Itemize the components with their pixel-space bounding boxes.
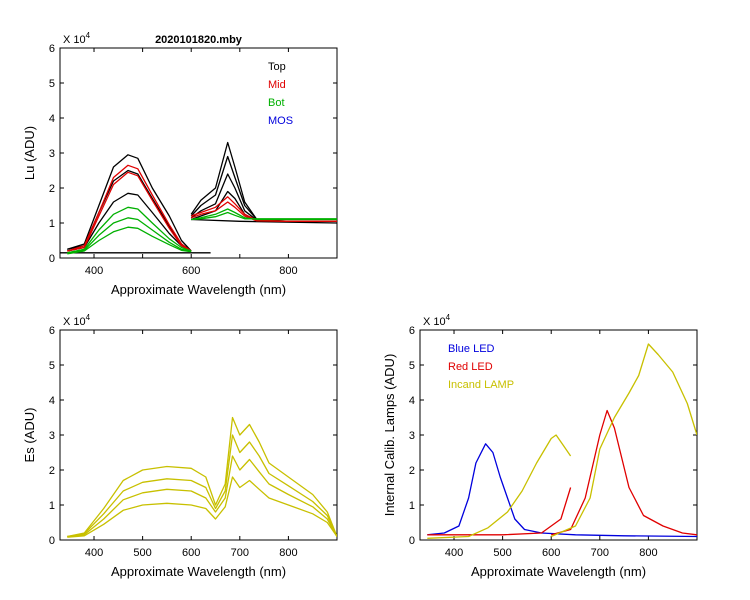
- y-tick-label: 0: [49, 253, 55, 265]
- y-tick-label: 2: [49, 183, 55, 195]
- series-line-es: [67, 416, 337, 538]
- series-line-bot: [191, 211, 337, 221]
- series-line-top: [190, 173, 337, 222]
- y-tick-label: 1: [409, 500, 415, 512]
- series-line-es: [67, 476, 337, 538]
- series-line-red-led: [551, 409, 697, 536]
- x-tick-label: 600: [182, 265, 200, 277]
- x-tick-label: 500: [493, 547, 511, 559]
- y-tick-label: 4: [49, 395, 55, 407]
- x-tick-label: 500: [133, 547, 151, 559]
- y-tick-label: 6: [49, 43, 55, 55]
- series-line-bot: [191, 208, 337, 221]
- series-line-bot: [67, 226, 192, 255]
- y-tick-label: 5: [49, 360, 55, 372]
- series-line-top: [190, 141, 337, 222]
- y-multiplier-label: X 104: [63, 313, 91, 328]
- y-multiplier-exponent: 4: [86, 313, 91, 322]
- x-tick-label: 400: [85, 547, 103, 559]
- legend-entry-mos: MOS: [268, 115, 293, 127]
- series-group: [67, 416, 337, 538]
- y-multiplier-exponent: 4: [86, 31, 91, 40]
- y-tick-label: 3: [49, 430, 55, 442]
- series-line-blue-led: [427, 443, 697, 538]
- y-multiplier-exponent: 4: [446, 313, 451, 322]
- y-tick-label: 6: [409, 325, 415, 337]
- chart-lu: 0 1 2 3 4 5 6 400 600 800 X 104 2020101820.mby Appro…: [22, 31, 338, 297]
- legend-entry-blue-led: Blue LED: [448, 343, 495, 355]
- legend-entry-top: Top: [268, 61, 286, 73]
- x-tick-label: 800: [639, 547, 657, 559]
- chart-title: 2020101820.mby: [155, 34, 243, 46]
- series-line-mid: [67, 164, 192, 252]
- series-line-mid: [67, 171, 192, 252]
- x-tick-label: 400: [85, 265, 103, 277]
- x-tick-label: 600: [542, 547, 560, 559]
- y-tick-label: 3: [409, 430, 415, 442]
- legend-entry-mid: Mid: [268, 79, 286, 91]
- series-line-bot: [67, 217, 192, 254]
- y-tick-label: 0: [49, 535, 55, 547]
- x-axis-label: Approximate Wavelength (nm): [111, 564, 286, 579]
- series-line-top: [191, 218, 337, 224]
- series-line-bot: [67, 206, 192, 254]
- series-group: [60, 141, 337, 255]
- y-axis-label: Lu (ADU): [22, 126, 37, 180]
- y-tick-label: 4: [409, 395, 415, 407]
- series-line-top: [67, 192, 192, 252]
- plot-frame: [59, 329, 338, 541]
- series-line-incand-lamp: [550, 343, 697, 538]
- legend-entry-bot: Bot: [268, 97, 285, 109]
- x-axis-label: Approximate Wavelength (nm): [471, 564, 646, 579]
- legend-entry-incand-lamp: Incand LAMP: [448, 379, 514, 391]
- series-line-mid: [190, 201, 337, 222]
- y-tick-label: 0: [409, 535, 415, 547]
- x-axis-label: Approximate Wavelength (nm): [111, 282, 286, 297]
- y-tick-label: 2: [49, 465, 55, 477]
- series-group: [427, 343, 697, 539]
- y-tick-label: 3: [49, 148, 55, 160]
- y-tick-label: 2: [409, 465, 415, 477]
- series-line-red-led: [427, 487, 572, 536]
- series-line-top: [67, 154, 192, 252]
- chart-es: 0 1 2 3 4 5 6 400 500 600 700 800 X 104 Approximate W…: [22, 313, 338, 579]
- y-multiplier-label: X 104: [423, 313, 451, 328]
- x-tick-label: 800: [279, 547, 297, 559]
- y-tick-label: 6: [49, 325, 55, 337]
- x-tick-label: 800: [279, 265, 297, 277]
- series-line-incand-lamp: [427, 434, 572, 539]
- y-multiplier-label: X 104: [63, 31, 91, 46]
- y-tick-label: 5: [49, 78, 55, 90]
- series-line-es: [67, 455, 337, 538]
- y-axis-label: Es (ADU): [22, 408, 37, 463]
- legend-entry-red-led: Red LED: [448, 361, 493, 373]
- x-tick-label: 600: [182, 547, 200, 559]
- y-tick-label: 1: [49, 500, 55, 512]
- x-tick-label: 700: [591, 547, 609, 559]
- chart-lamps: 0 1 2 3 4 5 6 400 500 600 700 800 X 104 Approximate W…: [382, 313, 698, 579]
- series-line-es: [67, 434, 337, 538]
- y-axis-label: Internal Calib. Lamps (ADU): [382, 354, 397, 517]
- x-tick-label: 700: [231, 547, 249, 559]
- y-tick-label: 5: [409, 360, 415, 372]
- x-tick-label: 400: [445, 547, 463, 559]
- y-tick-label: 4: [49, 113, 55, 125]
- y-tick-label: 1: [49, 218, 55, 230]
